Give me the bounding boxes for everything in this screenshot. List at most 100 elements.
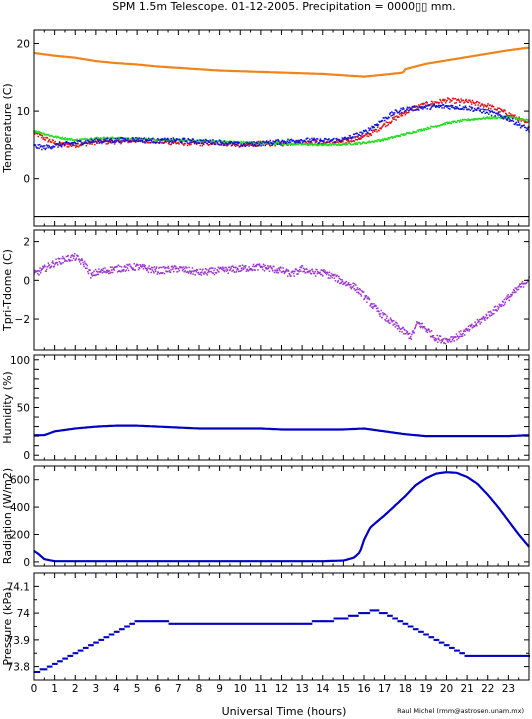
temperature-point [319,143,322,145]
temperature-point [289,141,291,143]
tdiff-point [70,254,73,257]
tdiff-point [87,271,89,273]
tdiff-point [338,275,340,278]
pressure-point [79,649,82,652]
temperature-point [384,137,386,140]
temperature-point [67,139,69,141]
tdiff-point [168,270,171,272]
temperature-point [449,121,451,123]
temperature-point [164,140,167,142]
temperature-point [268,142,270,145]
pressure-point [502,654,505,657]
temperature-point [186,144,189,147]
temperature-point [434,105,436,107]
tdiff-point [147,267,149,269]
tdiff-point [300,266,303,269]
temperature-point [336,137,338,140]
pressure-point [69,654,72,657]
temperature-point [481,111,484,114]
pressure-point [227,622,229,625]
tdiff-point [75,258,77,261]
temperature-point [471,103,473,105]
tdiff-point [350,287,353,290]
pressure-point [269,622,272,625]
pressure-point [307,622,310,625]
pressure-point [85,646,87,649]
temperature-point [443,100,445,102]
tdiff-point [187,271,189,273]
radiation-ytick-label: 200 [10,529,30,541]
temperature-point [294,143,296,145]
pressure-point [410,625,413,628]
temperature-point [223,140,225,142]
temperature-point [448,105,450,107]
temperature-point [259,141,262,144]
pressure-point [218,622,220,625]
temperature-point [316,140,318,142]
tdiff-point [352,282,354,284]
temperature-point [59,143,61,145]
pressure-point [330,620,332,623]
tdiff-point [106,271,108,273]
temperature-point [234,143,237,145]
pressure-point [305,622,308,625]
tdiff-point [433,337,435,339]
temperature-point [386,138,388,140]
pressure-point [205,622,208,625]
tdiff-point [344,282,346,285]
temperature-point [53,146,56,148]
temperature-point [502,116,505,118]
pressure-point [525,654,527,657]
tdiff-point [206,268,208,271]
pressure-point [489,654,491,657]
pressure-point [467,654,470,657]
tdiff-point [310,273,312,275]
tdiff-point [36,270,39,272]
temperature-point [376,123,378,125]
tdiff-point [314,275,317,277]
tdiff-point [38,274,40,276]
temperature-point [57,146,59,148]
temperature-point [403,110,406,113]
pressure-point [422,630,424,633]
temperature-point [358,134,361,136]
tdiff-point [299,266,301,268]
pressure-point [236,622,239,625]
temperature-point [340,140,342,143]
tdiff-point [139,264,141,266]
temperature-point [470,106,472,108]
temperature-point [253,144,256,146]
temperature-point [128,139,130,142]
pressure-point [450,646,452,649]
temperature-point [367,127,370,129]
temperature-point [181,142,183,145]
temperature-point [447,122,449,125]
temperature-point [202,143,204,145]
temperature-point [127,137,129,140]
pressure-point [213,622,216,625]
temperature-point [483,108,486,111]
temperature-point [319,138,322,140]
temperature-point [269,145,271,147]
temperature-point [490,105,493,108]
temperature-point [501,110,503,112]
pressure-point [527,654,529,657]
tdiff-point [360,295,363,297]
tdiff-point [212,272,215,274]
tdiff-point [196,269,199,271]
temperature-point [364,142,367,144]
temperature-point [351,140,353,142]
tdiff-point [148,265,150,267]
temperature-point [227,140,229,143]
temperature-point [66,146,68,148]
pressure-point [118,630,120,633]
tdiff-point [175,266,177,268]
tdiff-point [308,271,311,273]
temperature-point [106,136,109,139]
pressure-point [197,622,199,625]
pressure-point [397,620,399,623]
tdiff-point [415,323,418,326]
temperature-point [348,139,350,142]
temperature-point [393,116,395,119]
tdiff-point [371,306,373,308]
